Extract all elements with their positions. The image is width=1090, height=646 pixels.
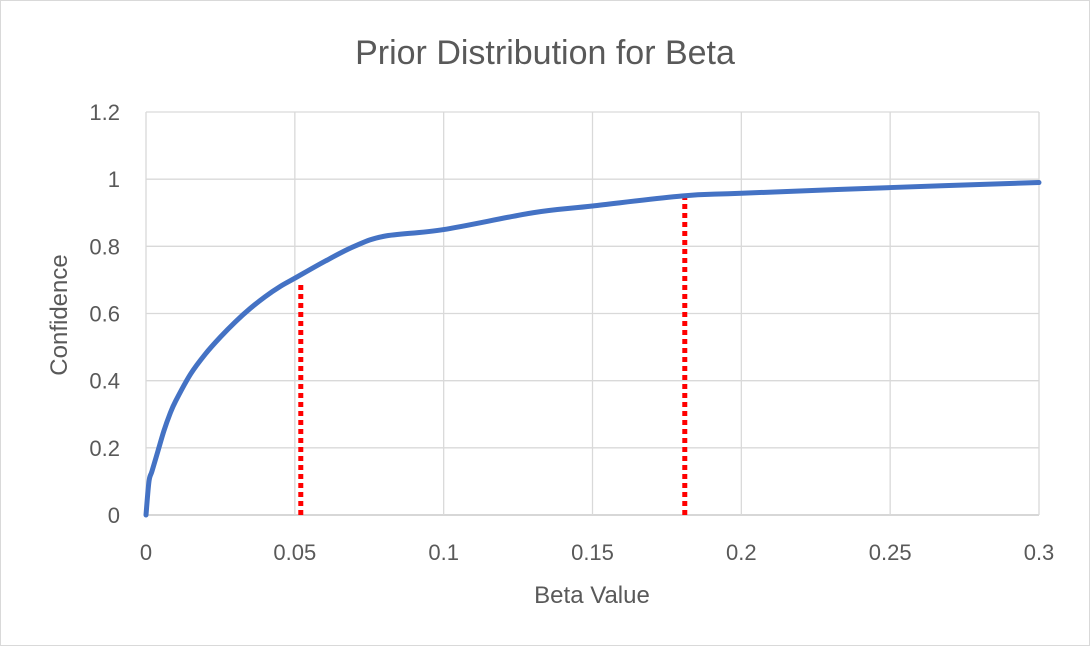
x-tick-label: 0 (140, 540, 152, 565)
x-tick-label: 0.05 (273, 540, 316, 565)
y-tick-label: 0 (108, 503, 120, 528)
gridlines (145, 111, 1040, 516)
x-tick-label: 0.25 (869, 540, 912, 565)
chart-title: Prior Distribution for Beta (355, 34, 735, 72)
y-tick-label: 0.2 (89, 436, 120, 461)
y-tick-label: 1 (108, 167, 120, 192)
reference-markers (298, 197, 688, 515)
x-axis-title: Beta Value (534, 582, 650, 609)
x-tick-label: 0.15 (571, 540, 614, 565)
x-tick-label: 0.2 (726, 540, 757, 565)
y-tick-label: 1.2 (89, 100, 120, 125)
x-axis-ticks: 0 0.05 0.1 0.15 0.2 0.25 0.3 (140, 540, 1054, 565)
y-tick-label: 0.4 (89, 369, 120, 394)
y-axis-ticks: 0 0.2 0.4 0.6 0.8 1 1.2 (89, 100, 120, 528)
x-tick-label: 0.1 (428, 540, 459, 565)
series-layer (143, 180, 1042, 518)
y-tick-label: 0.6 (89, 302, 120, 327)
y-tick-label: 0.8 (89, 234, 120, 259)
x-tick-label: 0.3 (1024, 540, 1055, 565)
y-axis-title: Confidence (46, 254, 73, 375)
series-line (143, 180, 1042, 518)
